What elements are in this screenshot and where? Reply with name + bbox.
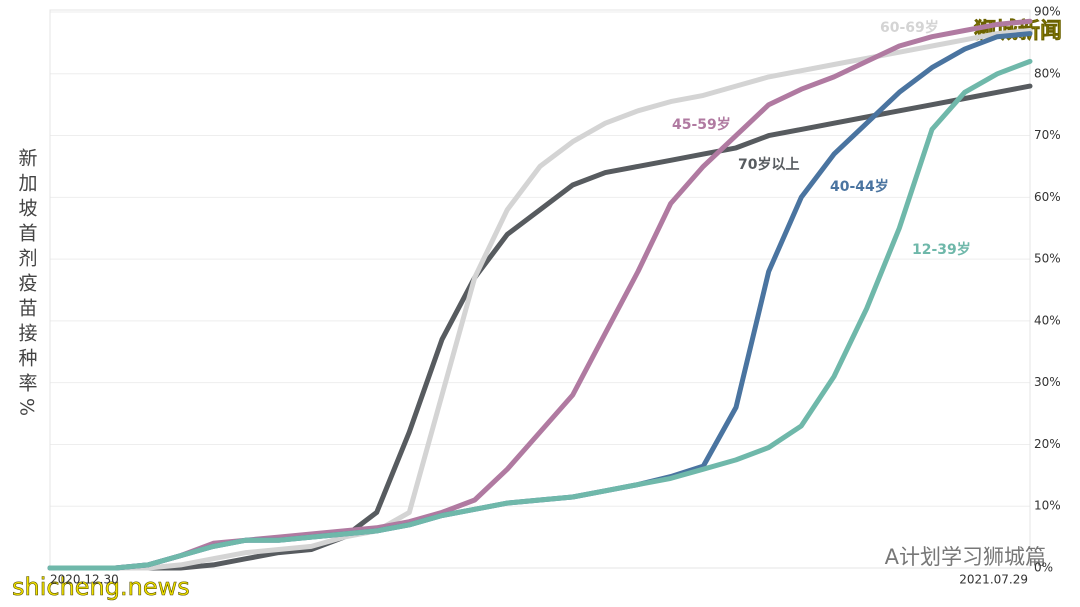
y-tick-label: 40% [1034, 313, 1061, 327]
series-line [47, 28, 1033, 571]
series-line [47, 18, 1033, 571]
y-axis-label: 新加坡首剂疫苗接种率% [16, 148, 38, 422]
watermark: shicheng.news [12, 573, 190, 601]
series-label: 40-44岁 [830, 178, 889, 195]
y-tick-label: 20% [1034, 437, 1061, 451]
y-tick-label: 70% [1034, 128, 1061, 142]
x-tick-label: 2020.12.30 [50, 573, 119, 587]
y-tick-label: 30% [1034, 375, 1061, 389]
plot-frame [49, 9, 1031, 569]
y-tick-label: 0% [1034, 561, 1053, 575]
series-label: 12-39岁 [912, 241, 971, 258]
series-line [47, 58, 1033, 571]
y-tick-label: 60% [1034, 190, 1061, 204]
y-tick-label: 10% [1034, 499, 1061, 513]
series-label: 60-69岁 [880, 19, 939, 36]
series-label: 70岁以上 [738, 156, 799, 173]
watermark: A计划学习狮城篇 [885, 545, 1046, 569]
y-tick-label: 80% [1034, 66, 1061, 80]
series-line [47, 83, 1033, 571]
x-tick-label: 2021.07.29 [959, 573, 1028, 587]
series-label: 45-59岁 [672, 116, 731, 133]
y-tick-label: 50% [1034, 252, 1061, 266]
y-tick-label: 90% [1034, 5, 1061, 19]
